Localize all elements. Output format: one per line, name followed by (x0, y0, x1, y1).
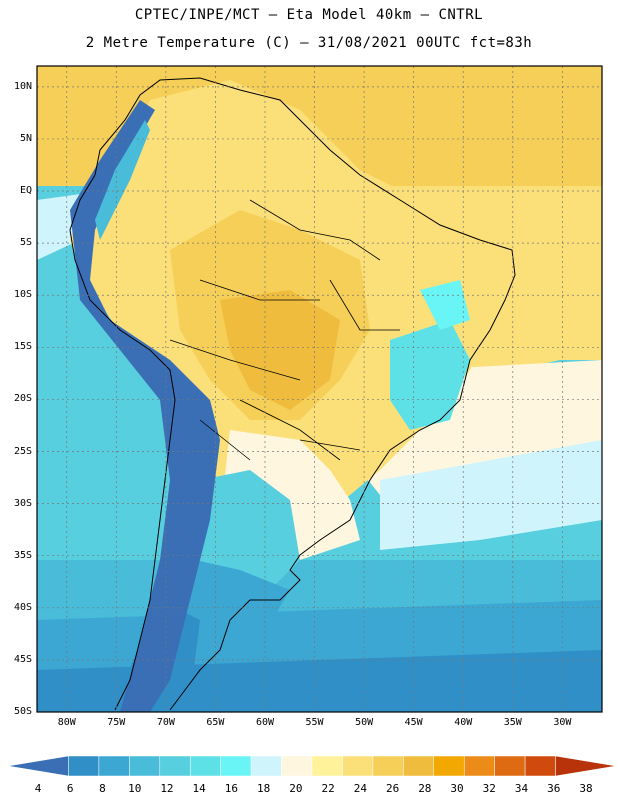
lat-label: 25S (13, 445, 32, 457)
colorbar-swatch (463, 755, 495, 777)
colorbar-swatch (220, 755, 252, 777)
colorbar-swatch (250, 755, 282, 777)
colorbar-label: 36 (547, 782, 561, 795)
colorbar-label: 20 (289, 782, 303, 795)
atlantic-coastline (94, 77, 516, 711)
lat-label: 30S (13, 497, 32, 509)
colorbar-swatch (403, 755, 435, 777)
patagonia-cold (180, 560, 290, 660)
atlantic-cool-band (380, 440, 602, 550)
interior-hottest (220, 290, 340, 410)
colorbar-label: 26 (385, 782, 400, 795)
colorbar-label: 10 (128, 782, 142, 795)
chart-title-line-1: CPTEC/INPE/MCT – Eta Model 40km – CNTRL (134, 7, 484, 23)
colorbar-swatch (68, 755, 100, 777)
coastlines (69, 77, 516, 711)
colorbar-label: 30 (450, 782, 464, 795)
lat-label: EQ (19, 185, 32, 197)
lat-label: 10N (13, 80, 32, 92)
colorbar-label: 38 (579, 782, 593, 795)
southeast-cool-patch (390, 320, 470, 430)
colorbar-swatch (129, 755, 161, 777)
lat-label: 15S (13, 341, 32, 353)
colorbar-swatch (7, 755, 69, 777)
colorbar-label: 8 (99, 782, 106, 795)
colorbar-label: 28 (418, 782, 432, 795)
colorbar-swatch (433, 755, 465, 777)
colorbar-label: 4 (34, 782, 42, 795)
colorbar-label: 14 (192, 782, 206, 795)
lon-label: 45W (404, 717, 423, 728)
map-frame (36, 65, 603, 713)
lon-label: 55W (305, 717, 324, 728)
lat-label: 45S (13, 653, 32, 665)
lat-label: 5N (19, 132, 32, 144)
lon-label: 30W (553, 717, 572, 728)
lon-label: 35W (503, 717, 522, 728)
colorbar-swatch (524, 755, 556, 777)
colorbar-label: 6 (66, 782, 74, 795)
bahia-cool-patch (420, 280, 470, 330)
temperature-field (37, 66, 602, 712)
lon-label: 70W (156, 717, 175, 728)
colorbar-swatch (98, 755, 130, 777)
lat-label: 40S (13, 601, 32, 613)
lat-label: 5S (19, 237, 32, 249)
chart-title-line-2: 2 Metre Temperature (C) – 31/08/2021 00U… (85, 35, 533, 51)
lat-label: 20S (13, 393, 32, 405)
colorbar-swatch (159, 755, 191, 777)
lat-label: 35S (13, 549, 32, 561)
colorbar-swatch (494, 755, 526, 777)
colorbar (7, 755, 617, 777)
lon-label: 50W (355, 717, 374, 728)
colorbar-label: 12 (160, 782, 174, 795)
colorbar-label: 18 (257, 782, 271, 795)
lon-label: 75W (107, 717, 126, 728)
lon-label: 40W (454, 717, 473, 728)
colorbar-swatch (311, 755, 343, 777)
colorbar-label: 22 (321, 782, 335, 795)
colorbar-label: 24 (353, 782, 367, 795)
lon-label: 80W (57, 717, 76, 728)
lat-label: 10S (13, 289, 32, 301)
colorbar-swatch (372, 755, 404, 777)
pacific-coastline (69, 174, 176, 711)
country-state-borders (169, 199, 400, 461)
colorbar-label: 34 (514, 782, 529, 795)
andes-cold-strip (70, 100, 220, 712)
colorbar-label: 16 (224, 782, 239, 795)
colorbar-swatch (189, 755, 221, 777)
lat-label: 50S (13, 706, 32, 717)
lon-label: 65W (206, 717, 225, 728)
colorbar-swatch (342, 755, 374, 777)
colorbar-swatch (555, 755, 617, 777)
lon-label: 60W (255, 717, 274, 728)
northern-andes-cool (95, 120, 150, 240)
colorbar-label: 32 (482, 782, 496, 795)
colorbar-swatch (281, 755, 313, 777)
